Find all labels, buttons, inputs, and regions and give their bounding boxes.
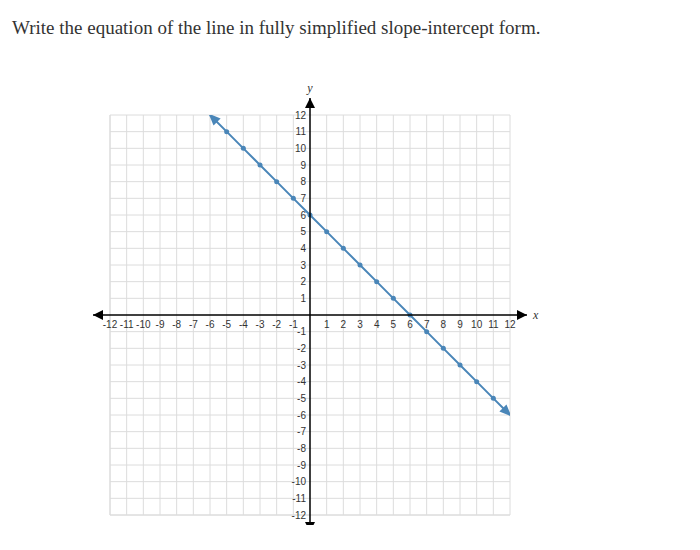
svg-text:-1: -1	[297, 326, 306, 337]
html-text:Write the equation of the line: Write the equation of the line in fully …	[12, 17, 541, 38]
svg-text:-5: -5	[222, 319, 231, 330]
svg-text:-5: -5	[297, 393, 306, 404]
svg-text:4: 4	[300, 243, 306, 254]
svg-text:y: y	[306, 81, 313, 95]
svg-text:9: 9	[300, 160, 306, 171]
svg-text:-11: -11	[292, 493, 306, 504]
svg-text:1: 1	[300, 293, 306, 304]
svg-text:-9: -9	[156, 319, 165, 330]
svg-text:-9: -9	[297, 460, 306, 471]
svg-text:-10: -10	[292, 476, 307, 487]
svg-text:-6: -6	[297, 410, 306, 421]
svg-text:-7: -7	[297, 426, 306, 437]
svg-text:x: x	[532, 308, 539, 322]
svg-text:-7: -7	[189, 319, 198, 330]
svg-text:6: 6	[407, 319, 413, 330]
svg-text:-3: -3	[256, 319, 265, 330]
svg-text:3: 3	[300, 260, 306, 271]
svg-text:-10: -10	[136, 319, 151, 330]
svg-text:5: 5	[391, 319, 397, 330]
svg-text:-2: -2	[272, 319, 281, 330]
svg-text:8: 8	[441, 319, 447, 330]
svg-text:2: 2	[341, 319, 347, 330]
svg-text:3: 3	[357, 319, 363, 330]
svg-text:4: 4	[374, 319, 380, 330]
svg-text:10: 10	[295, 143, 307, 154]
svg-text:-1: -1	[288, 319, 298, 330]
svg-text:-2: -2	[297, 343, 306, 354]
svg-text:-6: -6	[206, 319, 215, 330]
svg-text:-4: -4	[239, 319, 248, 330]
svg-text:-11: -11	[120, 319, 134, 330]
svg-text:9: 9	[457, 319, 463, 330]
svg-text:-4: -4	[297, 376, 306, 387]
svg-text:-12: -12	[292, 510, 307, 521]
svg-text:-8: -8	[297, 443, 306, 454]
svg-text:7: 7	[424, 319, 430, 330]
svg-text:11: 11	[296, 126, 307, 137]
svg-text:-8: -8	[172, 319, 181, 330]
svg-text:11: 11	[488, 319, 499, 330]
svg-text:7: 7	[300, 193, 306, 204]
svg-text:2: 2	[300, 276, 306, 287]
svg-text:5: 5	[300, 226, 306, 237]
svg-text:12: 12	[295, 110, 307, 121]
svg-text:6: 6	[300, 210, 306, 221]
svg-text:8: 8	[300, 176, 306, 187]
svg-text:1: 1	[324, 319, 330, 330]
svg-text:-3: -3	[297, 360, 306, 371]
svg-text:12: 12	[504, 319, 516, 330]
svg-text:10: 10	[471, 319, 483, 330]
svg-text:-12: -12	[103, 319, 118, 330]
